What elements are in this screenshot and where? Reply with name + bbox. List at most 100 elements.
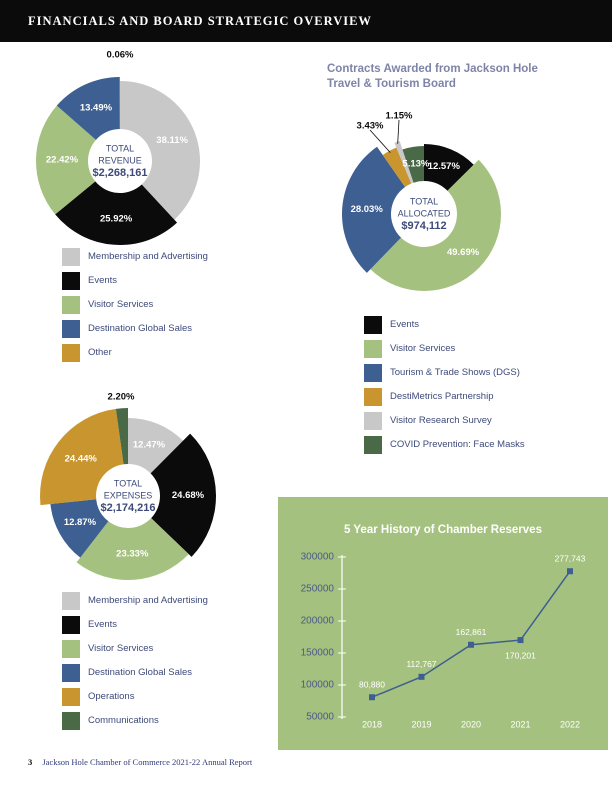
slice-events: 25.92% [55,181,178,246]
revenue-donut-chart: 38.11% 25.92% 22.42% 13.49% 0.06% TOTAL REVENU… [35,50,201,246]
center-text-line: TOTAL [114,478,142,488]
legend-swatch [62,664,80,682]
legend-swatch [62,592,80,610]
donut-center-label: TOTAL EXPENSES $2,174,216 [98,466,158,526]
slice-value-label: 12.87% [64,517,97,528]
center-text-line: TOTAL [410,196,438,206]
slice-visitor-services-wedge [35,105,96,215]
slice-value-label: 0.06% [107,50,134,61]
legend-label: COVID Prevention: Face Masks [390,439,525,450]
slice-value-label: 13.49% [80,103,113,114]
center-text-line: EXPENSES [104,490,153,500]
reserves-data-point [369,694,375,701]
legend-swatch [62,616,80,634]
legend-swatch [364,340,382,358]
legend-label: DestiMetrics Partnership [390,391,494,402]
slice-events-wedge [150,433,216,557]
x-tick-label: 2021 [510,719,530,729]
legend-swatch [364,316,382,334]
center-text-line: $974,112 [401,220,446,232]
slice-value-label: 24.44% [65,454,98,465]
legend-label: Membership and Advertising [88,595,208,606]
reserves-panel: 5 Year History of Chamber Reserves 30000… [278,497,608,750]
slice-communications: 2.20% [108,392,135,465]
legend-swatch [62,296,80,314]
legend-swatch [62,712,80,730]
legend-swatch [62,344,80,362]
legend-label: Destination Global Sales [88,323,193,334]
reserves-data-point [567,568,573,575]
slice-value-label: 23.33% [116,548,149,559]
slice-visitor-services-wedge [76,518,189,580]
expenses-donut-chart: 12.47% 24.68% 23.33% 12.87% 24.44% 2.20% TOTAL… [40,392,216,580]
legend-label: Membership and Advertising [88,251,208,262]
contracts-donut-chart: 12.57% 49.69% 28.03% 3.43%1.15% 5.13% TOTAL AL… [342,111,501,291]
slice-tourism-trade-shows-dgs: 28.03% [342,146,406,273]
center-text-line: TOTAL [106,143,134,153]
slice-visitor-services-wedge [370,159,501,291]
slice-visitor-services: 23.33% [76,518,189,580]
y-tick-label: 50000 [306,712,334,723]
page-footer: 3 Jackson Hole Chamber of Commerce 2021-… [28,757,252,767]
slice-value-label: 25.92% [100,213,133,224]
slice-value-label: 38.11% [156,135,188,146]
legend-label: Communications [88,715,159,726]
donut-hole [90,131,150,191]
slice-other: 0.06% [107,50,134,130]
reserves-line-chart: 300000 250000 200000 150000 100000 50000 2018 2… [301,552,586,730]
slice-value-label: 24.68% [172,490,205,501]
legend-label: Operations [88,691,135,702]
legend-label: Visitor Services [390,343,456,354]
slice-events: 24.68% [150,433,216,557]
legend-label: Destination Global Sales [88,667,193,678]
slice-destination-global-sales-wedge [56,77,120,140]
footer-text: Jackson Hole Chamber of Commerce 2021-22… [42,757,253,767]
slice-destimetrics-partnership-wedge [382,147,412,187]
slice-value-label: 5.13% [402,159,429,170]
slice-membership-and-advertising: 12.47% [128,418,184,474]
slice-events: 12.57% [424,144,474,191]
slice-covid-prevention-face-masks: 5.13% [402,146,430,183]
slice-value-label: 22.42% [46,155,79,166]
slice-visitor-services: 22.42% [35,105,96,215]
donut-hole [98,466,158,526]
legend-swatch [364,412,382,430]
center-text-line: REVENUE [98,155,142,165]
donut-hole [393,183,455,245]
reserves-data-label: 170,201 [505,650,536,660]
slice-tourism-trade-shows-dgs-wedge [342,146,406,273]
reserves-data-point [418,673,425,680]
slice-operations: 24.44% [40,408,124,506]
legend-label: Visitor Services [88,299,154,310]
reserves-chart-title: 5 Year History of Chamber Reserves [344,524,542,536]
slice-leader-line [397,119,400,144]
slice-leader-line [369,129,391,153]
legend-swatch [364,364,382,382]
legend-swatch [62,640,80,658]
donut-center-label: TOTAL REVENUE $2,268,161 [90,131,150,191]
x-tick-label: 2022 [560,719,580,729]
legend-label: Events [88,275,118,286]
slice-destination-global-sales-wedge [50,499,109,558]
y-tick-label: 100000 [301,680,335,691]
slice-operations-wedge [40,408,124,506]
center-text-line: $2,174,216 [100,502,155,514]
slice-destimetrics-partnership: 3.43% [357,121,412,187]
slice-events-wedge [55,181,178,246]
slice-value-label: 12.57% [428,161,461,172]
slice-membership-and-advertising-wedge [128,418,184,474]
y-tick-label: 150000 [301,648,335,659]
slice-value-label: 12.47% [133,440,166,451]
legend-swatch [62,272,80,290]
x-tick-label: 2018 [362,719,382,729]
legend-label: Events [88,619,118,630]
page-title: FINANCIALS AND BOARD STRATEGIC OVERVIEW [28,14,372,28]
slice-visitor-services: 49.69% [370,159,501,291]
x-tick-label: 2019 [411,719,431,729]
slice-value-label: 1.15% [386,111,413,122]
slice-communications-wedge [115,408,128,465]
legend-label: Other [88,347,112,358]
donut-center-label: TOTAL ALLOCATED $974,112 [393,183,455,245]
reserves-data-label: 277,743 [555,553,586,563]
slice-value-label: 28.03% [351,204,384,215]
